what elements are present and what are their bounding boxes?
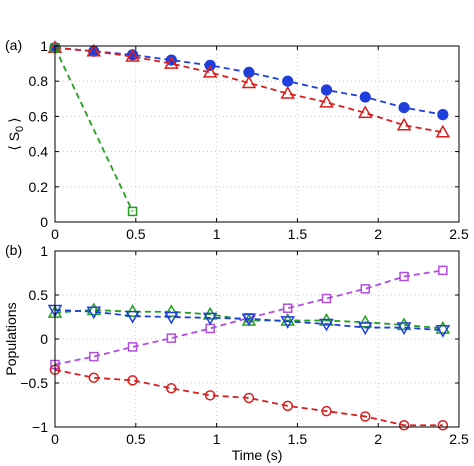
y-tick-label: 0.6: [29, 108, 49, 124]
x-tick-label: 1.5: [288, 431, 308, 447]
data-point: [127, 375, 138, 386]
x-tick-label: 1: [213, 431, 221, 447]
panel-label: (a): [5, 37, 22, 53]
data-point: [282, 400, 293, 412]
data-point: [127, 342, 138, 352]
y-tick-label: 0: [40, 214, 48, 230]
series-line: [54, 269, 443, 366]
x-tick-label: 2.5: [449, 226, 469, 242]
data-point: [321, 293, 332, 304]
data-point: [243, 392, 255, 404]
plot-frame: [54, 45, 460, 223]
y-axis-label: Populations: [3, 302, 19, 375]
data-point: [357, 322, 373, 336]
data-point: [438, 265, 448, 276]
panel-b: 0 0.5 1 1.5 2 2.5 −1 −0.5 0 0.5 1 (b) Populations Tim…: [3, 242, 469, 463]
data-point: [280, 313, 295, 326]
panel-a: 0 0.5 1 1.5 2 2.500.20.40.60.81(a)⟨ S0⟩: [5, 37, 469, 242]
data-point: [125, 49, 140, 62]
data-point: [437, 109, 449, 121]
series-line: [54, 46, 444, 116]
data-point: [319, 94, 334, 108]
x-tick-label: 2.5: [449, 431, 469, 447]
series-line: [54, 309, 443, 330]
data-point: [357, 105, 373, 119]
data-point: [89, 351, 99, 362]
data-point: [435, 324, 451, 338]
data-point: [86, 302, 102, 316]
x-tick-label: 2: [374, 226, 382, 242]
series-line: [54, 368, 443, 427]
y-tick-label: −1: [32, 419, 48, 435]
data-point: [282, 303, 293, 313]
data-point: [399, 271, 409, 282]
y-tick-label: 0.2: [29, 179, 49, 195]
data-point: [164, 304, 179, 317]
data-point: [166, 333, 177, 343]
data-point: [202, 64, 218, 78]
series-line: [54, 47, 134, 212]
data-point: [359, 91, 371, 103]
data-point: [88, 372, 100, 383]
y-tick-label: 0: [40, 331, 48, 347]
x-tick-label: 1.5: [288, 226, 308, 242]
y-tick-label: 0.4: [29, 144, 49, 160]
data-point: [241, 313, 257, 327]
data-point: [164, 311, 179, 325]
data-point: [204, 390, 216, 401]
y-tick-label: 0.8: [29, 73, 49, 89]
data-point: [435, 124, 451, 138]
x-tick-label: 1: [213, 226, 221, 242]
series-line: [54, 309, 443, 332]
data-point: [321, 405, 332, 417]
data-point: [398, 101, 410, 114]
x-tick-label: 0: [51, 431, 59, 447]
y-tick-label: 1: [40, 243, 48, 259]
plot-frame: [54, 250, 460, 428]
data-point: [86, 43, 102, 57]
x-axis-label: Time (s): [232, 447, 283, 463]
data-point: [396, 322, 412, 336]
data-point: [396, 317, 412, 331]
data-point: [280, 86, 295, 99]
data-point: [127, 206, 138, 217]
data-point: [282, 75, 294, 87]
x-tick-label: 0.5: [126, 431, 146, 447]
x-tick-label: 0.5: [126, 226, 146, 242]
data-point: [202, 312, 218, 326]
data-point: [360, 284, 371, 294]
data-point: [398, 419, 410, 431]
data-point: [280, 316, 295, 329]
panel-label: (b): [5, 242, 22, 258]
x-tick-label: 2: [374, 431, 382, 447]
data-point: [320, 84, 333, 96]
data-point: [435, 320, 451, 334]
data-point: [164, 56, 179, 69]
y-axis-label-subscript: 0: [14, 126, 26, 132]
data-point: [319, 318, 334, 332]
y-tick-label: −0.5: [20, 375, 48, 391]
y-axis-label: ⟨ S0⟩: [6, 117, 26, 150]
data-point: [241, 75, 257, 89]
data-point: [360, 411, 371, 422]
data-point: [396, 117, 412, 131]
data-point: [86, 306, 102, 320]
data-point: [125, 310, 140, 324]
x-tick-label: 0: [51, 226, 59, 242]
y-tick-label: 0.5: [29, 287, 49, 303]
y-tick-label: 1: [40, 38, 48, 54]
y-axis-label-close: ⟩: [6, 117, 22, 122]
data-point: [437, 419, 449, 431]
data-point: [166, 383, 177, 394]
series-line: [54, 46, 444, 134]
